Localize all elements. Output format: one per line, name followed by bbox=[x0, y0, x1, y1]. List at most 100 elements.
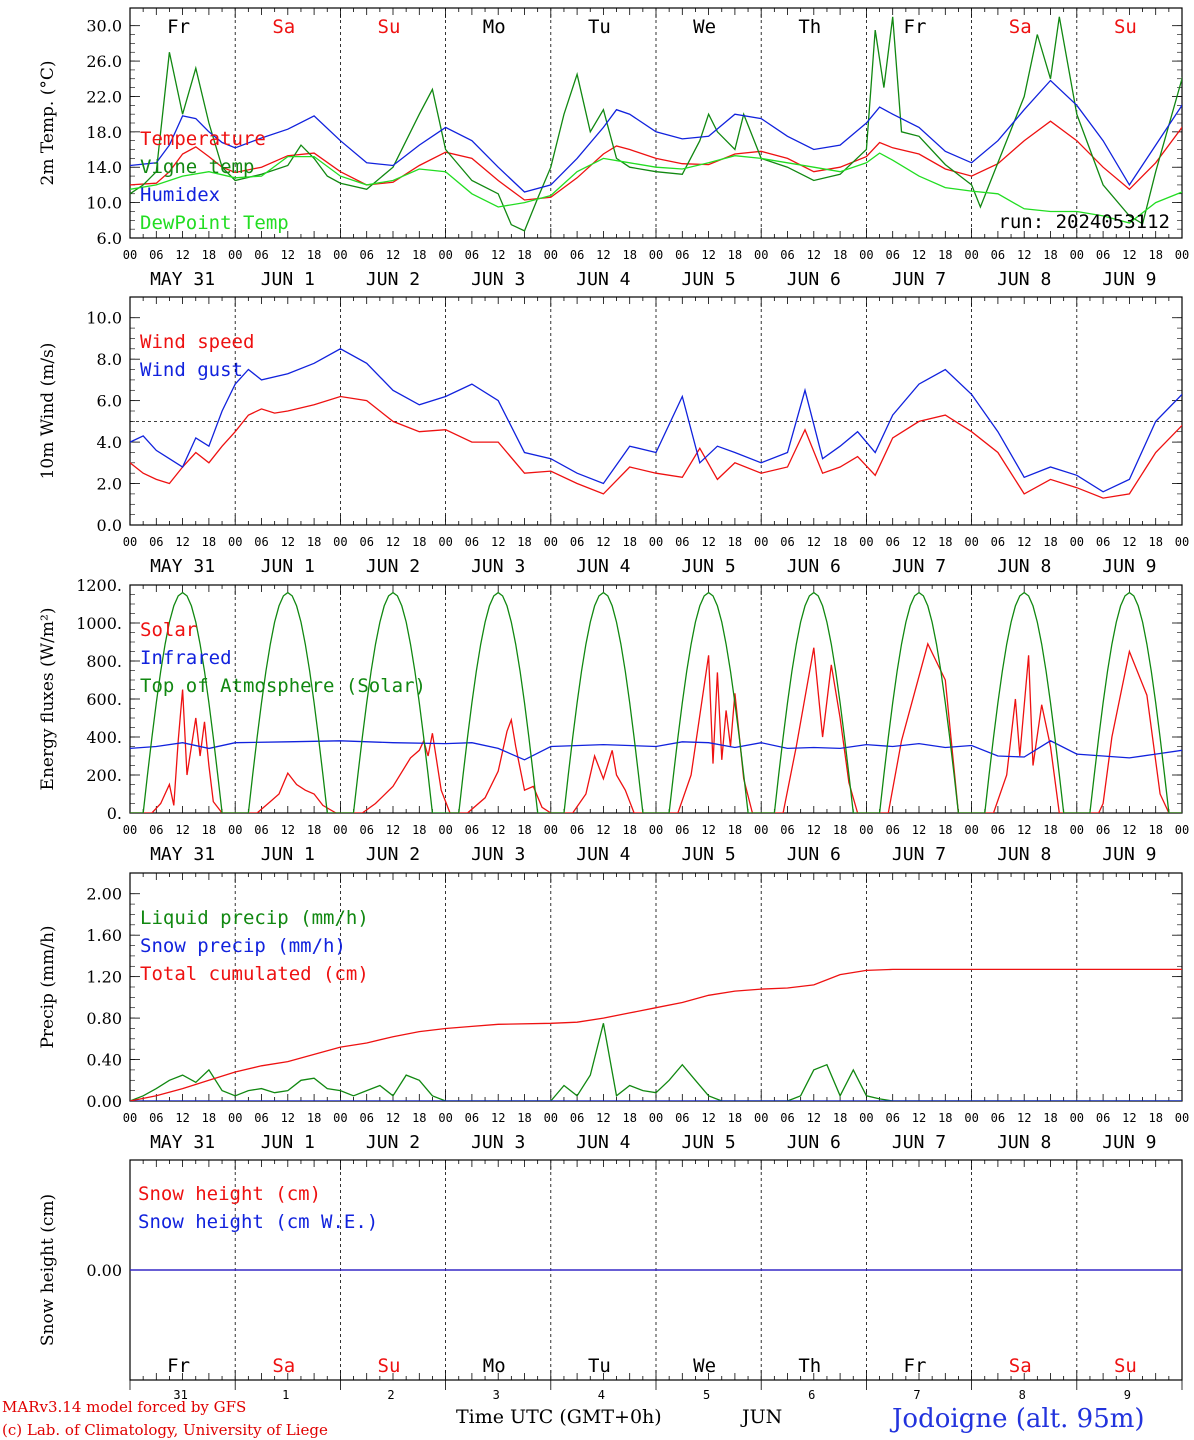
hour-label: 00 bbox=[438, 823, 452, 837]
date-label: JUN 9 bbox=[1102, 556, 1156, 577]
hour-label: 00 bbox=[228, 823, 242, 837]
hour-label: 18 bbox=[833, 535, 847, 549]
hour-label: 00 bbox=[123, 248, 137, 262]
hour-label: 12 bbox=[807, 823, 821, 837]
chart-panel-2: 0.0 2.0 4.0 6.0 8.0 10.0 10m Wind (m/s) Wind sp… bbox=[38, 296, 1189, 577]
hour-label: 00 bbox=[964, 535, 978, 549]
hour-label: 12 bbox=[175, 823, 189, 837]
hour-label: 12 bbox=[596, 535, 610, 549]
day-number: 9 bbox=[1124, 1388, 1131, 1402]
hour-label: 12 bbox=[807, 535, 821, 549]
hour-label: 18 bbox=[833, 1111, 847, 1125]
date-label: JUN 5 bbox=[682, 269, 736, 290]
y-tick-label: 6.0 bbox=[97, 229, 122, 248]
hour-label: 00 bbox=[754, 248, 768, 262]
hour-label: 12 bbox=[1122, 535, 1136, 549]
hour-label: 00 bbox=[333, 823, 347, 837]
hour-label: 18 bbox=[517, 1111, 531, 1125]
hour-label: 12 bbox=[701, 535, 715, 549]
hour-label: 18 bbox=[202, 1111, 216, 1125]
hour-label: 12 bbox=[281, 248, 295, 262]
day-number: 6 bbox=[808, 1388, 815, 1402]
hour-label: 18 bbox=[728, 248, 742, 262]
legend-entry: Temperature bbox=[140, 128, 266, 150]
y-tick-label: 1.20 bbox=[86, 968, 122, 987]
hour-label: 06 bbox=[991, 535, 1005, 549]
hour-label: 06 bbox=[570, 1111, 584, 1125]
hour-label: 12 bbox=[175, 1111, 189, 1125]
hour-label: 00 bbox=[859, 823, 873, 837]
hour-label: 00 bbox=[333, 1111, 347, 1125]
y-tick-label: 2.0 bbox=[97, 475, 122, 494]
date-label: JUN 5 bbox=[682, 556, 736, 577]
day-name-top: Fr bbox=[167, 16, 190, 38]
lab-credit: (c) Lab. of Climatology, University of L… bbox=[2, 1421, 328, 1439]
hour-label: 18 bbox=[1148, 535, 1162, 549]
hour-label: 12 bbox=[281, 1111, 295, 1125]
hour-label: 06 bbox=[359, 823, 373, 837]
y-tick-label: 26.0 bbox=[86, 52, 122, 71]
hour-label: 18 bbox=[1148, 248, 1162, 262]
day-name-top: Sa bbox=[272, 16, 295, 38]
hour-label: 18 bbox=[412, 1111, 426, 1125]
hour-label: 00 bbox=[228, 248, 242, 262]
hour-label: 06 bbox=[991, 248, 1005, 262]
y-tick-label: 600. bbox=[86, 690, 122, 709]
hour-label: 12 bbox=[807, 1111, 821, 1125]
date-label: JUN 8 bbox=[997, 269, 1051, 290]
hour-label: 00 bbox=[228, 535, 242, 549]
hour-label: 18 bbox=[412, 248, 426, 262]
date-label: JUN 1 bbox=[261, 269, 315, 290]
y-tick-label: 0.00 bbox=[86, 1092, 122, 1111]
hour-label: 18 bbox=[938, 823, 952, 837]
series-line-liquid-precip-mm-h bbox=[130, 1023, 1182, 1101]
hour-label: 00 bbox=[754, 1111, 768, 1125]
y-tick-label: 10.0 bbox=[86, 194, 122, 213]
hour-label: 18 bbox=[1148, 823, 1162, 837]
hour-label: 06 bbox=[254, 823, 268, 837]
y-tick-label: 0.80 bbox=[86, 1009, 122, 1028]
date-label: JUN 6 bbox=[787, 844, 841, 865]
hour-label: 18 bbox=[202, 535, 216, 549]
hour-label: 18 bbox=[1043, 1111, 1057, 1125]
hour-label: 00 bbox=[123, 535, 137, 549]
date-label: JUN 2 bbox=[366, 844, 420, 865]
y-tick-label: 4.0 bbox=[97, 433, 122, 452]
hour-label: 06 bbox=[149, 823, 163, 837]
day-name-bottom: Su bbox=[1114, 1355, 1137, 1377]
hour-label: 00 bbox=[754, 535, 768, 549]
series-line-solar bbox=[130, 642, 1182, 813]
hour-label: 12 bbox=[701, 248, 715, 262]
date-label: JUN 3 bbox=[471, 844, 525, 865]
date-label: JUN 1 bbox=[261, 1132, 315, 1153]
hour-label: 18 bbox=[938, 248, 952, 262]
date-label: MAY 31 bbox=[150, 1132, 215, 1153]
legend-entry: Wind gust bbox=[140, 359, 243, 381]
date-label: JUN 8 bbox=[997, 556, 1051, 577]
hour-label: 12 bbox=[491, 823, 505, 837]
hour-label: 00 bbox=[438, 1111, 452, 1125]
date-label: JUN 7 bbox=[892, 844, 946, 865]
hour-label: 06 bbox=[675, 535, 689, 549]
hour-label: 00 bbox=[1070, 823, 1084, 837]
hour-label: 12 bbox=[175, 535, 189, 549]
legend-entry: Total cumulated (cm) bbox=[140, 963, 369, 985]
hour-label: 06 bbox=[885, 823, 899, 837]
date-label: MAY 31 bbox=[150, 844, 215, 865]
hour-label: 00 bbox=[649, 535, 663, 549]
day-name-top: Mo bbox=[483, 16, 506, 38]
hour-label: 12 bbox=[1017, 1111, 1031, 1125]
hour-label: 00 bbox=[123, 823, 137, 837]
date-label: JUN 7 bbox=[892, 269, 946, 290]
day-name-top: We bbox=[693, 16, 716, 38]
hour-label: 12 bbox=[701, 1111, 715, 1125]
hour-label: 18 bbox=[622, 1111, 636, 1125]
date-label: JUN 5 bbox=[682, 844, 736, 865]
hour-label: 00 bbox=[964, 248, 978, 262]
hour-label: 18 bbox=[202, 823, 216, 837]
y-tick-label: 0.40 bbox=[86, 1051, 122, 1070]
y-tick-label: 10.0 bbox=[86, 309, 122, 328]
hour-label: 12 bbox=[1017, 823, 1031, 837]
hour-label: 18 bbox=[517, 535, 531, 549]
y-tick-label: 22.0 bbox=[86, 87, 122, 106]
